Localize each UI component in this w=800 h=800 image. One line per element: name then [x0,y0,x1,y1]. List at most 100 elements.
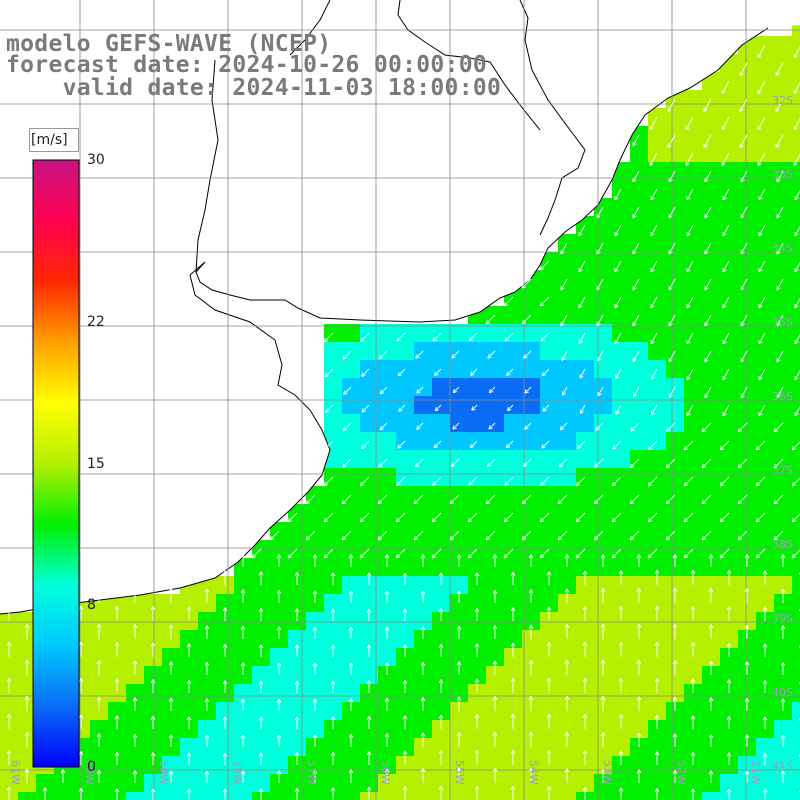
speed-cell [792,18,800,36]
wind-arrow [596,314,604,327]
wind-arrow-head [314,769,318,774]
wind-arrow-head [726,715,730,720]
wind-arrow-head [595,428,600,431]
wind-arrow-head [762,716,766,721]
wind-arrow-head [620,714,624,719]
wind-arrow-head [510,571,514,576]
speed-cell [792,360,800,378]
wind-arrow-head [360,444,363,449]
speed-cell [0,702,18,720]
speed-cell [576,522,594,540]
wind-arrow-head [287,556,293,559]
speed-cell [540,774,558,792]
wind-arrow-head [541,444,544,449]
wind-arrow-head [188,606,192,611]
wind-arrow-head [744,554,748,559]
wind-arrow-head [368,715,372,720]
wind-arrow-head [168,624,172,629]
speed-cell [360,594,378,612]
wind-arrow [540,476,550,486]
speed-cell [522,576,540,594]
wind-arrow-head [782,734,786,739]
wind-arrow-head [359,484,365,487]
wind-arrow [740,350,748,363]
speed-cell [144,738,162,756]
speed-cell [666,144,684,162]
speed-cell [522,612,540,630]
speed-cell [378,720,396,738]
wind-arrow-head [486,462,489,467]
wind-arrow-head [456,661,460,666]
speed-cell [432,666,450,684]
wind-arrow-head [726,679,730,684]
wind-arrow-head [672,733,676,738]
wind-arrow-head [782,661,786,666]
wind-arrow-head [597,358,602,362]
wind-arrow-head [528,767,532,772]
wind-arrow [342,458,352,468]
wind-arrow-head [562,392,567,396]
speed-cell [774,36,792,54]
wind-arrow-head [348,769,352,774]
wind-arrow-head [420,626,424,631]
wind-arrow [632,314,640,327]
wind-arrow-head [665,538,671,541]
wind-arrow [650,296,658,309]
wind-arrow-head [650,341,655,345]
wind-arrow [721,80,730,94]
wind-arrow-head [710,554,714,559]
speed-cell [594,396,612,414]
speed-cell [270,720,288,738]
wind-arrow-head [668,323,673,327]
speed-cell [504,378,522,396]
wind-arrow-head [240,554,244,559]
speed-cell [756,630,774,648]
wind-arrow-head [422,768,426,773]
speed-cell [666,504,684,522]
speed-cell [306,540,324,558]
speed-cell [486,576,504,594]
speed-cell [756,90,774,108]
speed-cell [360,630,378,648]
wind-arrow-head [224,716,228,721]
wind-arrow-head [542,407,545,412]
wind-arrow-head [324,372,327,378]
wind-arrow-head [188,716,192,721]
wind-arrow-head [602,695,606,700]
wind-arrow-head [758,413,763,417]
speed-cell [522,648,540,666]
speed-cell [432,630,450,648]
wind-arrow [561,350,568,361]
speed-cell [792,234,800,252]
wind-arrow-head [359,517,362,523]
wind-arrow-head [402,786,406,791]
wind-arrow-head [404,715,408,720]
wind-arrow [557,530,568,541]
wind-arrow-head [708,624,712,629]
speed-cell [738,468,756,486]
wind-arrow-head [206,588,210,593]
speed-cell [432,774,450,792]
speed-cell [702,720,720,738]
wind-arrow-head [762,752,766,757]
longitude-label: 58W [231,760,244,785]
wind-arrow-head [721,163,726,167]
wind-arrow-head [647,484,653,487]
wind-arrow [468,332,478,342]
wind-arrow-head [384,697,388,702]
wind-arrow-head [96,623,100,628]
wind-arrow-head [528,660,532,665]
wind-arrow-head [294,787,298,792]
speed-cell [288,666,306,684]
wind-arrow-head [539,481,542,486]
wind-arrow-head [522,322,527,325]
wind-arrow-head [579,340,583,344]
speed-cell [522,324,540,342]
wind-arrow [757,80,766,94]
wind-arrow-head [8,606,12,611]
wind-arrow-head [564,659,568,664]
wind-arrow-head [395,520,401,523]
wind-arrow [488,422,496,430]
wind-arrow-head [116,642,120,647]
